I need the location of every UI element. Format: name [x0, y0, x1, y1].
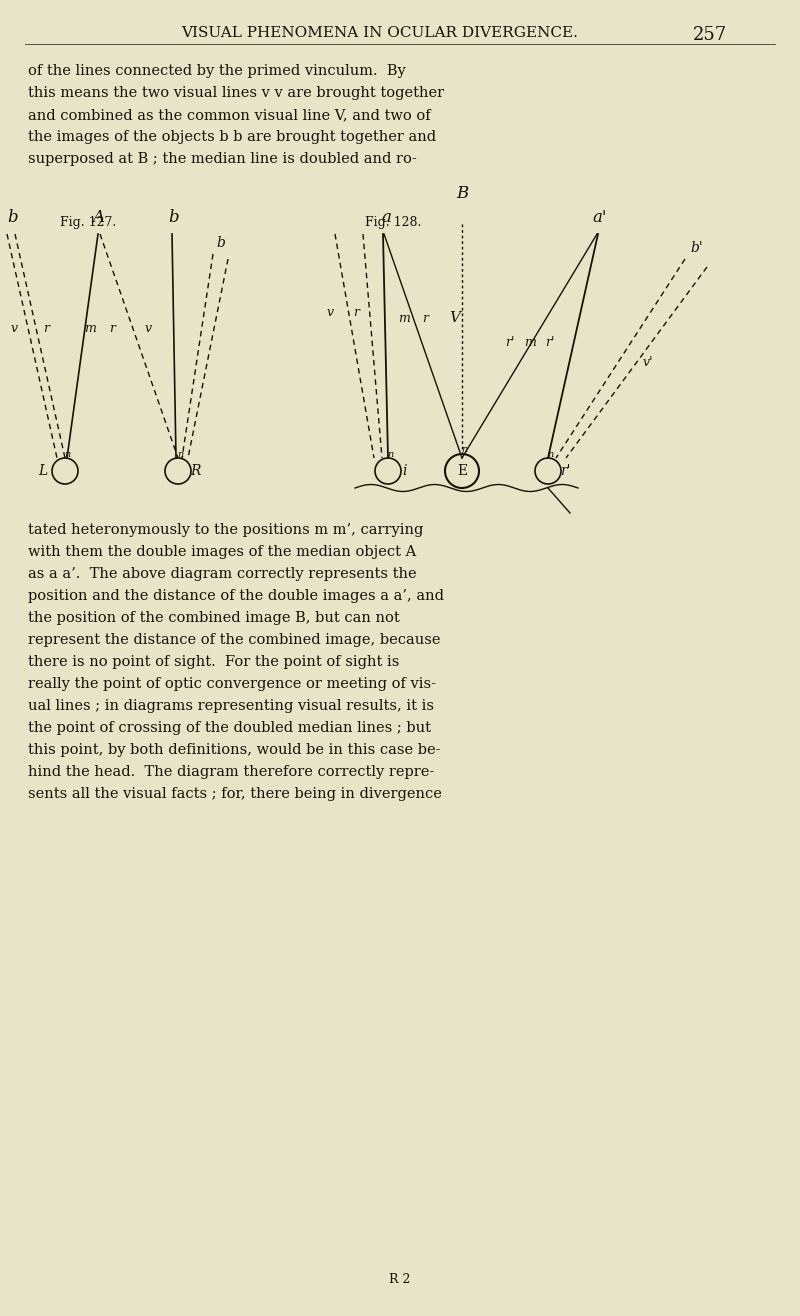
Text: R 2: R 2	[390, 1273, 410, 1286]
Text: a: a	[381, 209, 391, 226]
Text: v: v	[145, 321, 151, 334]
Text: and combined as the common visual line V, and two of: and combined as the common visual line V…	[28, 108, 430, 122]
Text: this means the two visual lines v v are brought together: this means the two visual lines v v are …	[28, 86, 444, 100]
Text: V: V	[450, 311, 461, 325]
Text: n: n	[64, 450, 70, 459]
Text: n: n	[177, 450, 183, 459]
Text: there is no point of sight.  For the point of sight is: there is no point of sight. For the poin…	[28, 655, 399, 669]
Text: b: b	[8, 209, 18, 226]
Text: A: A	[92, 209, 104, 226]
Text: the point of crossing of the doubled median lines ; but: the point of crossing of the doubled med…	[28, 721, 431, 736]
Text: position and the distance of the double images a a’, and: position and the distance of the double …	[28, 590, 444, 603]
Text: r': r'	[506, 337, 514, 350]
Text: R: R	[190, 465, 200, 478]
Text: as a a’.  The above diagram correctly represents the: as a a’. The above diagram correctly rep…	[28, 567, 417, 580]
Text: b': b'	[690, 241, 703, 255]
Text: the position of the combined image B, but can not: the position of the combined image B, bu…	[28, 611, 400, 625]
Text: r: r	[422, 312, 428, 325]
Text: i: i	[402, 465, 407, 478]
Text: v': v'	[642, 357, 654, 370]
Text: ual lines ; in diagrams representing visual results, it is: ual lines ; in diagrams representing vis…	[28, 699, 434, 713]
Text: L: L	[38, 465, 48, 478]
Text: n: n	[461, 445, 467, 454]
Text: Fig. 128.: Fig. 128.	[365, 216, 422, 229]
Text: a': a'	[593, 209, 607, 226]
Text: n: n	[547, 450, 553, 459]
Text: Fig. 127.: Fig. 127.	[60, 216, 116, 229]
Text: r: r	[353, 307, 359, 320]
Text: m: m	[524, 337, 536, 350]
Text: b: b	[169, 209, 179, 226]
Text: of the lines connected by the primed vinculum.  By: of the lines connected by the primed vin…	[28, 64, 406, 78]
Text: hind the head.  The diagram therefore correctly repre-: hind the head. The diagram therefore cor…	[28, 765, 434, 779]
Text: with them the double images of the median object A: with them the double images of the media…	[28, 545, 416, 559]
Text: r': r'	[546, 337, 554, 350]
Text: m: m	[398, 312, 410, 325]
Text: n: n	[387, 450, 393, 459]
Text: v: v	[326, 307, 334, 320]
Text: b: b	[217, 236, 226, 250]
Text: this point, by both definitions, would be in this case be-: this point, by both definitions, would b…	[28, 744, 441, 757]
Text: the images of the objects b b are brought together and: the images of the objects b b are brough…	[28, 130, 436, 143]
Text: r: r	[43, 321, 49, 334]
Text: r: r	[109, 321, 115, 334]
Text: m: m	[84, 321, 96, 334]
Text: E: E	[457, 465, 467, 478]
Text: B: B	[456, 186, 468, 201]
Text: really the point of optic convergence or meeting of vis-: really the point of optic convergence or…	[28, 676, 436, 691]
Text: r': r'	[560, 465, 570, 478]
Text: sents all the visual facts ; for, there being in divergence: sents all the visual facts ; for, there …	[28, 787, 442, 801]
Text: 257: 257	[693, 26, 727, 43]
Text: VISUAL PHENOMENA IN OCULAR DIVERGENCE.: VISUAL PHENOMENA IN OCULAR DIVERGENCE.	[182, 26, 578, 39]
Text: represent the distance of the combined image, because: represent the distance of the combined i…	[28, 633, 441, 647]
Text: v: v	[10, 321, 18, 334]
Text: tated heteronymously to the positions m m’, carrying: tated heteronymously to the positions m …	[28, 522, 423, 537]
Text: superposed at B ; the median line is doubled and ro-: superposed at B ; the median line is dou…	[28, 153, 417, 166]
